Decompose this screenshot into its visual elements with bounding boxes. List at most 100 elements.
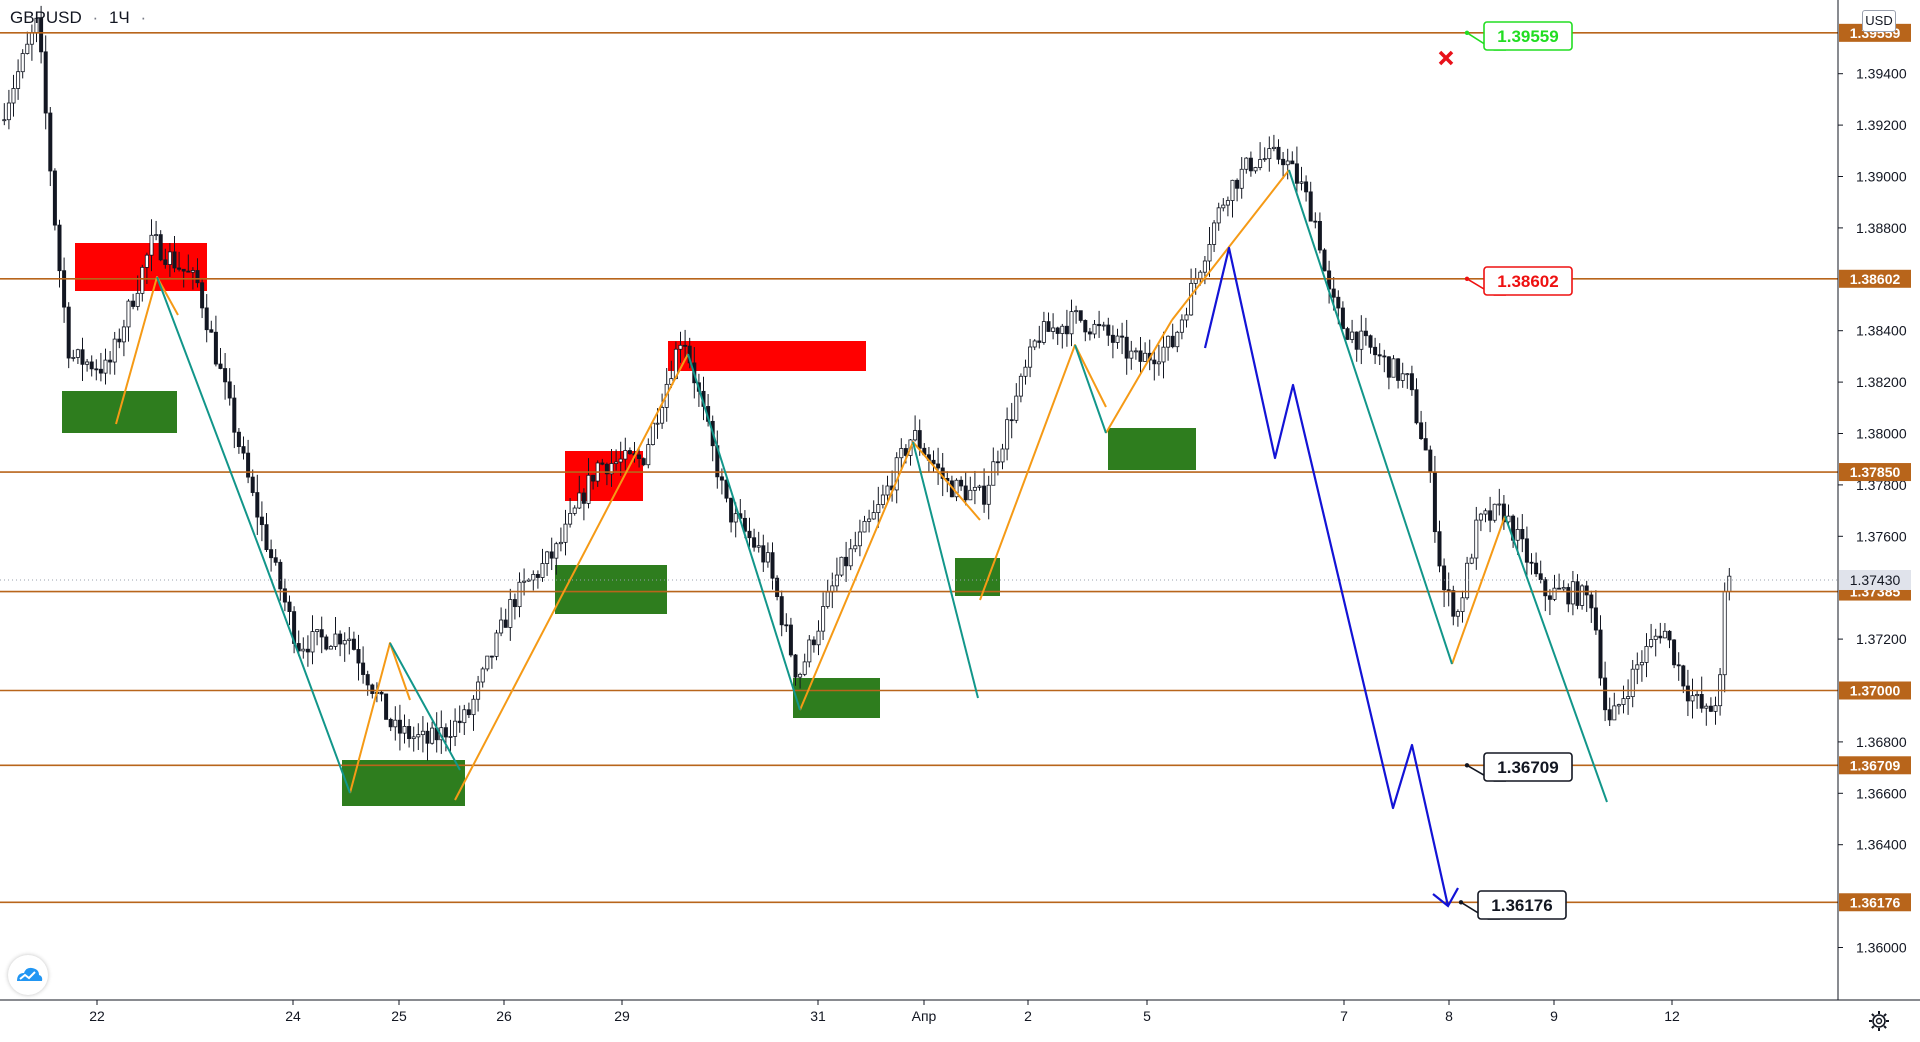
gear-icon[interactable]: [1868, 1010, 1890, 1032]
candle-body: [328, 646, 333, 650]
callout-anchor: [1464, 30, 1470, 36]
candle-body: [485, 655, 490, 670]
candle-body: [1584, 585, 1589, 596]
candle-body: [1561, 587, 1566, 590]
candle-body: [25, 43, 30, 54]
up-wave-line: [1451, 515, 1506, 665]
candle-body: [1681, 665, 1686, 687]
close-icon: [1438, 50, 1454, 66]
candle-body: [558, 541, 563, 545]
candle-body: [190, 270, 195, 273]
candle-body: [604, 463, 609, 475]
level-tag-1.36709[interactable]: [1839, 756, 1911, 775]
candle-body: [393, 719, 398, 728]
candle-body: [494, 632, 499, 657]
candle-body: [1115, 335, 1120, 343]
candle-body: [98, 368, 103, 374]
candle-body: [1529, 561, 1534, 564]
interval-label[interactable]: 1Ч: [108, 8, 130, 27]
candle-body: [765, 552, 770, 563]
time-tick-label: 29: [614, 1008, 630, 1024]
symbol-header[interactable]: GBPUSD · 1Ч ·: [10, 8, 152, 28]
time-axis-bg: [0, 1000, 1838, 1042]
candle-body: [1179, 319, 1184, 333]
candle-body: [48, 112, 53, 172]
candle-body: [1432, 471, 1437, 533]
candle-body: [338, 633, 343, 645]
price-callouts: 1.39559 1.38602 1.36709 1.36176: [1458, 21, 1573, 920]
candle-body: [995, 461, 1000, 464]
level-tag-1.37000[interactable]: [1839, 681, 1911, 700]
candle-body: [577, 492, 582, 509]
candle-body: [591, 474, 596, 482]
candle-body: [402, 726, 407, 734]
time-tick-label: Апр: [912, 1008, 937, 1024]
candle-body: [1336, 296, 1341, 309]
candle-body: [1699, 694, 1704, 709]
tradingview-logo[interactable]: [8, 955, 48, 995]
candle-body: [1534, 562, 1539, 575]
level-tag-1.38602[interactable]: [1839, 269, 1911, 288]
time-tick-label: 24: [285, 1008, 301, 1024]
candle-body: [531, 574, 536, 581]
candle-body: [144, 254, 149, 268]
candle-body: [255, 492, 260, 518]
candle-body: [572, 507, 577, 514]
candle-body: [1248, 157, 1253, 172]
forecast-path: [1203, 246, 1450, 907]
candle-body: [540, 563, 545, 578]
candle-body: [1644, 646, 1649, 663]
level-tag-1.36176[interactable]: [1839, 893, 1911, 912]
candle-body: [784, 624, 789, 627]
candle-body: [719, 476, 724, 481]
candle-body: [853, 545, 858, 550]
candle-body: [522, 580, 527, 583]
candle-body: [89, 361, 94, 370]
up-wave-line: [1171, 169, 1290, 321]
candle-body: [1230, 179, 1235, 201]
candle-body: [480, 668, 485, 683]
symbol-name[interactable]: GBPUSD: [10, 8, 82, 27]
candle-body: [154, 234, 159, 237]
candle-body: [250, 476, 255, 493]
candle-body: [1262, 158, 1267, 161]
candle-body: [1244, 157, 1249, 170]
candle-body: [1621, 698, 1626, 705]
price-tick-label: 1.36800: [1856, 734, 1907, 750]
candle-body: [1290, 160, 1295, 165]
candle-body: [1662, 630, 1667, 639]
candle-body: [1377, 354, 1382, 357]
candle-body: [361, 662, 366, 675]
callout-box: [1477, 890, 1567, 920]
time-axis[interactable]: 22 24 25 26 29 31 Апр 2 5 7 8 9 12: [0, 999, 1920, 1042]
candle-body: [1170, 335, 1175, 348]
candle-body: [1032, 340, 1037, 348]
candle-body: [1120, 335, 1125, 338]
candle-body: [1616, 704, 1621, 707]
level-tag-1.37850[interactable]: [1839, 463, 1911, 482]
candle-body: [1607, 709, 1612, 721]
candle-body: [862, 520, 867, 533]
candle-body: [963, 485, 968, 501]
candle-body: [535, 574, 540, 578]
candle-body: [1400, 373, 1405, 381]
candle-body: [586, 474, 591, 504]
price-axis[interactable]: 1.36000 1.36400 1.36600 1.36800 1.37200 1.376…: [1837, 0, 1920, 1042]
candle-body: [186, 270, 191, 273]
candle-body: [1727, 575, 1732, 592]
last-price-text: 1.37430: [1850, 572, 1901, 588]
candle-body: [66, 306, 71, 359]
candle-body: [1658, 635, 1663, 639]
candle-body: [462, 709, 467, 724]
candle-body: [1566, 587, 1571, 605]
currency-badge[interactable]: USD: [1862, 10, 1896, 32]
candle-body: [1373, 346, 1378, 356]
candle-body: [209, 329, 214, 333]
candle-body: [554, 543, 559, 559]
candle-body: [1110, 334, 1115, 343]
callout-text: 1.38602: [1497, 272, 1558, 291]
candle-body: [512, 599, 517, 608]
candle-body: [126, 300, 131, 328]
candle-body: [457, 720, 462, 724]
